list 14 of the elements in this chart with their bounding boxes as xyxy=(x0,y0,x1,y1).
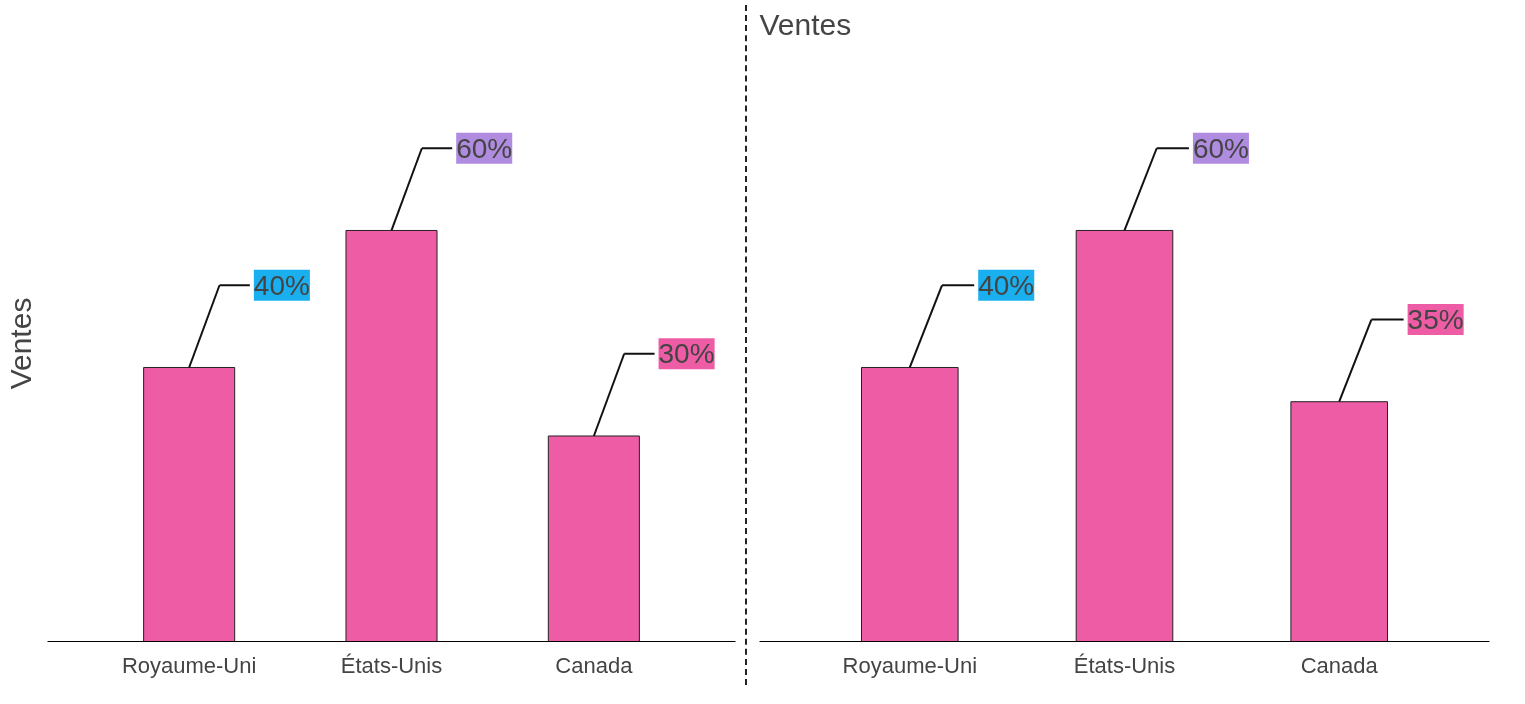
x-tick-label: États-Unis xyxy=(340,652,443,678)
chart-title: Ventes xyxy=(759,7,852,41)
data-label: 40% xyxy=(253,269,310,301)
x-tick-label: Canada xyxy=(1300,652,1379,678)
data-label: 60% xyxy=(1192,132,1249,164)
x-tick-label: Royaume-Uni xyxy=(842,652,978,678)
x-tick-label: États-Unis xyxy=(1073,652,1176,678)
data-label: 30% xyxy=(658,338,715,370)
x-tick-label: Canada xyxy=(555,652,634,678)
data-label: 35% xyxy=(1407,304,1464,336)
y-axis-title: Ventes xyxy=(3,297,37,390)
x-tick-label: Royaume-Uni xyxy=(121,652,257,678)
data-label: 40% xyxy=(978,269,1035,301)
data-label: 60% xyxy=(456,132,513,164)
